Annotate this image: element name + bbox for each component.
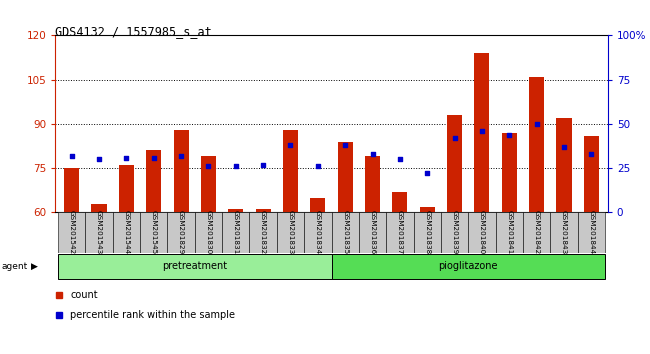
Bar xyxy=(584,136,599,212)
Text: GSM201831: GSM201831 xyxy=(233,210,239,254)
Bar xyxy=(92,204,107,212)
Bar xyxy=(393,192,408,212)
Text: GSM201830: GSM201830 xyxy=(205,210,211,254)
Point xyxy=(532,121,542,127)
Bar xyxy=(365,156,380,212)
FancyBboxPatch shape xyxy=(58,253,332,279)
Bar xyxy=(64,168,79,212)
Point xyxy=(176,153,187,159)
FancyBboxPatch shape xyxy=(523,212,551,253)
Point xyxy=(121,155,131,160)
FancyBboxPatch shape xyxy=(551,212,578,253)
Point xyxy=(231,164,241,169)
FancyBboxPatch shape xyxy=(578,212,605,253)
Text: GSM201835: GSM201835 xyxy=(342,210,348,254)
FancyBboxPatch shape xyxy=(195,212,222,253)
Point xyxy=(66,153,77,159)
Point xyxy=(340,142,350,148)
Bar xyxy=(502,133,517,212)
Text: GSM201834: GSM201834 xyxy=(315,210,321,254)
Point xyxy=(449,135,460,141)
FancyBboxPatch shape xyxy=(140,212,168,253)
Bar xyxy=(228,210,243,212)
FancyBboxPatch shape xyxy=(250,212,277,253)
Point xyxy=(258,162,268,167)
Text: pioglitazone: pioglitazone xyxy=(439,261,498,272)
Bar xyxy=(174,130,188,212)
Text: GSM201542: GSM201542 xyxy=(69,210,75,254)
Text: GSM201842: GSM201842 xyxy=(534,210,540,254)
Point xyxy=(586,151,597,157)
Bar xyxy=(283,130,298,212)
Bar xyxy=(201,156,216,212)
Bar xyxy=(474,53,489,212)
FancyBboxPatch shape xyxy=(277,212,304,253)
FancyBboxPatch shape xyxy=(222,212,250,253)
Text: GSM201843: GSM201843 xyxy=(561,210,567,254)
FancyBboxPatch shape xyxy=(386,212,413,253)
Text: count: count xyxy=(70,290,98,300)
Bar xyxy=(447,115,462,212)
FancyBboxPatch shape xyxy=(304,212,332,253)
Text: GSM201838: GSM201838 xyxy=(424,210,430,254)
Point xyxy=(422,171,432,176)
FancyBboxPatch shape xyxy=(413,212,441,253)
FancyBboxPatch shape xyxy=(168,212,195,253)
FancyBboxPatch shape xyxy=(359,212,386,253)
Text: GSM201832: GSM201832 xyxy=(260,210,266,254)
Point xyxy=(94,156,104,162)
FancyBboxPatch shape xyxy=(332,212,359,253)
Bar xyxy=(337,142,353,212)
Bar xyxy=(146,150,161,212)
Point xyxy=(559,144,569,150)
Text: GSM201543: GSM201543 xyxy=(96,210,102,254)
Text: percentile rank within the sample: percentile rank within the sample xyxy=(70,310,235,320)
Text: GDS4132 / 1557985_s_at: GDS4132 / 1557985_s_at xyxy=(55,25,212,38)
Text: GSM201841: GSM201841 xyxy=(506,210,512,254)
Text: GSM201833: GSM201833 xyxy=(287,210,293,254)
Bar xyxy=(119,165,134,212)
Point xyxy=(285,142,296,148)
Bar xyxy=(310,198,326,212)
Text: GSM201837: GSM201837 xyxy=(397,210,403,254)
Text: ▶: ▶ xyxy=(31,262,38,271)
FancyBboxPatch shape xyxy=(468,212,495,253)
Text: GSM201545: GSM201545 xyxy=(151,210,157,254)
Bar xyxy=(556,118,571,212)
Text: GSM201544: GSM201544 xyxy=(124,210,129,254)
Point xyxy=(476,128,487,134)
Point xyxy=(203,164,214,169)
Text: agent: agent xyxy=(2,262,28,271)
Point xyxy=(504,132,515,137)
Text: GSM201840: GSM201840 xyxy=(479,210,485,254)
Point xyxy=(367,151,378,157)
Bar xyxy=(529,77,544,212)
Bar xyxy=(420,206,435,212)
FancyBboxPatch shape xyxy=(495,212,523,253)
Text: GSM201839: GSM201839 xyxy=(452,210,458,254)
Text: pretreatment: pretreatment xyxy=(162,261,228,272)
Point xyxy=(395,156,405,162)
FancyBboxPatch shape xyxy=(112,212,140,253)
FancyBboxPatch shape xyxy=(85,212,112,253)
Text: GSM201844: GSM201844 xyxy=(588,210,594,254)
Text: GSM201836: GSM201836 xyxy=(370,210,376,254)
FancyBboxPatch shape xyxy=(332,253,605,279)
Point xyxy=(148,155,159,160)
Text: GSM201829: GSM201829 xyxy=(178,210,184,254)
Bar xyxy=(255,210,270,212)
FancyBboxPatch shape xyxy=(441,212,468,253)
FancyBboxPatch shape xyxy=(58,212,85,253)
Point xyxy=(313,164,323,169)
